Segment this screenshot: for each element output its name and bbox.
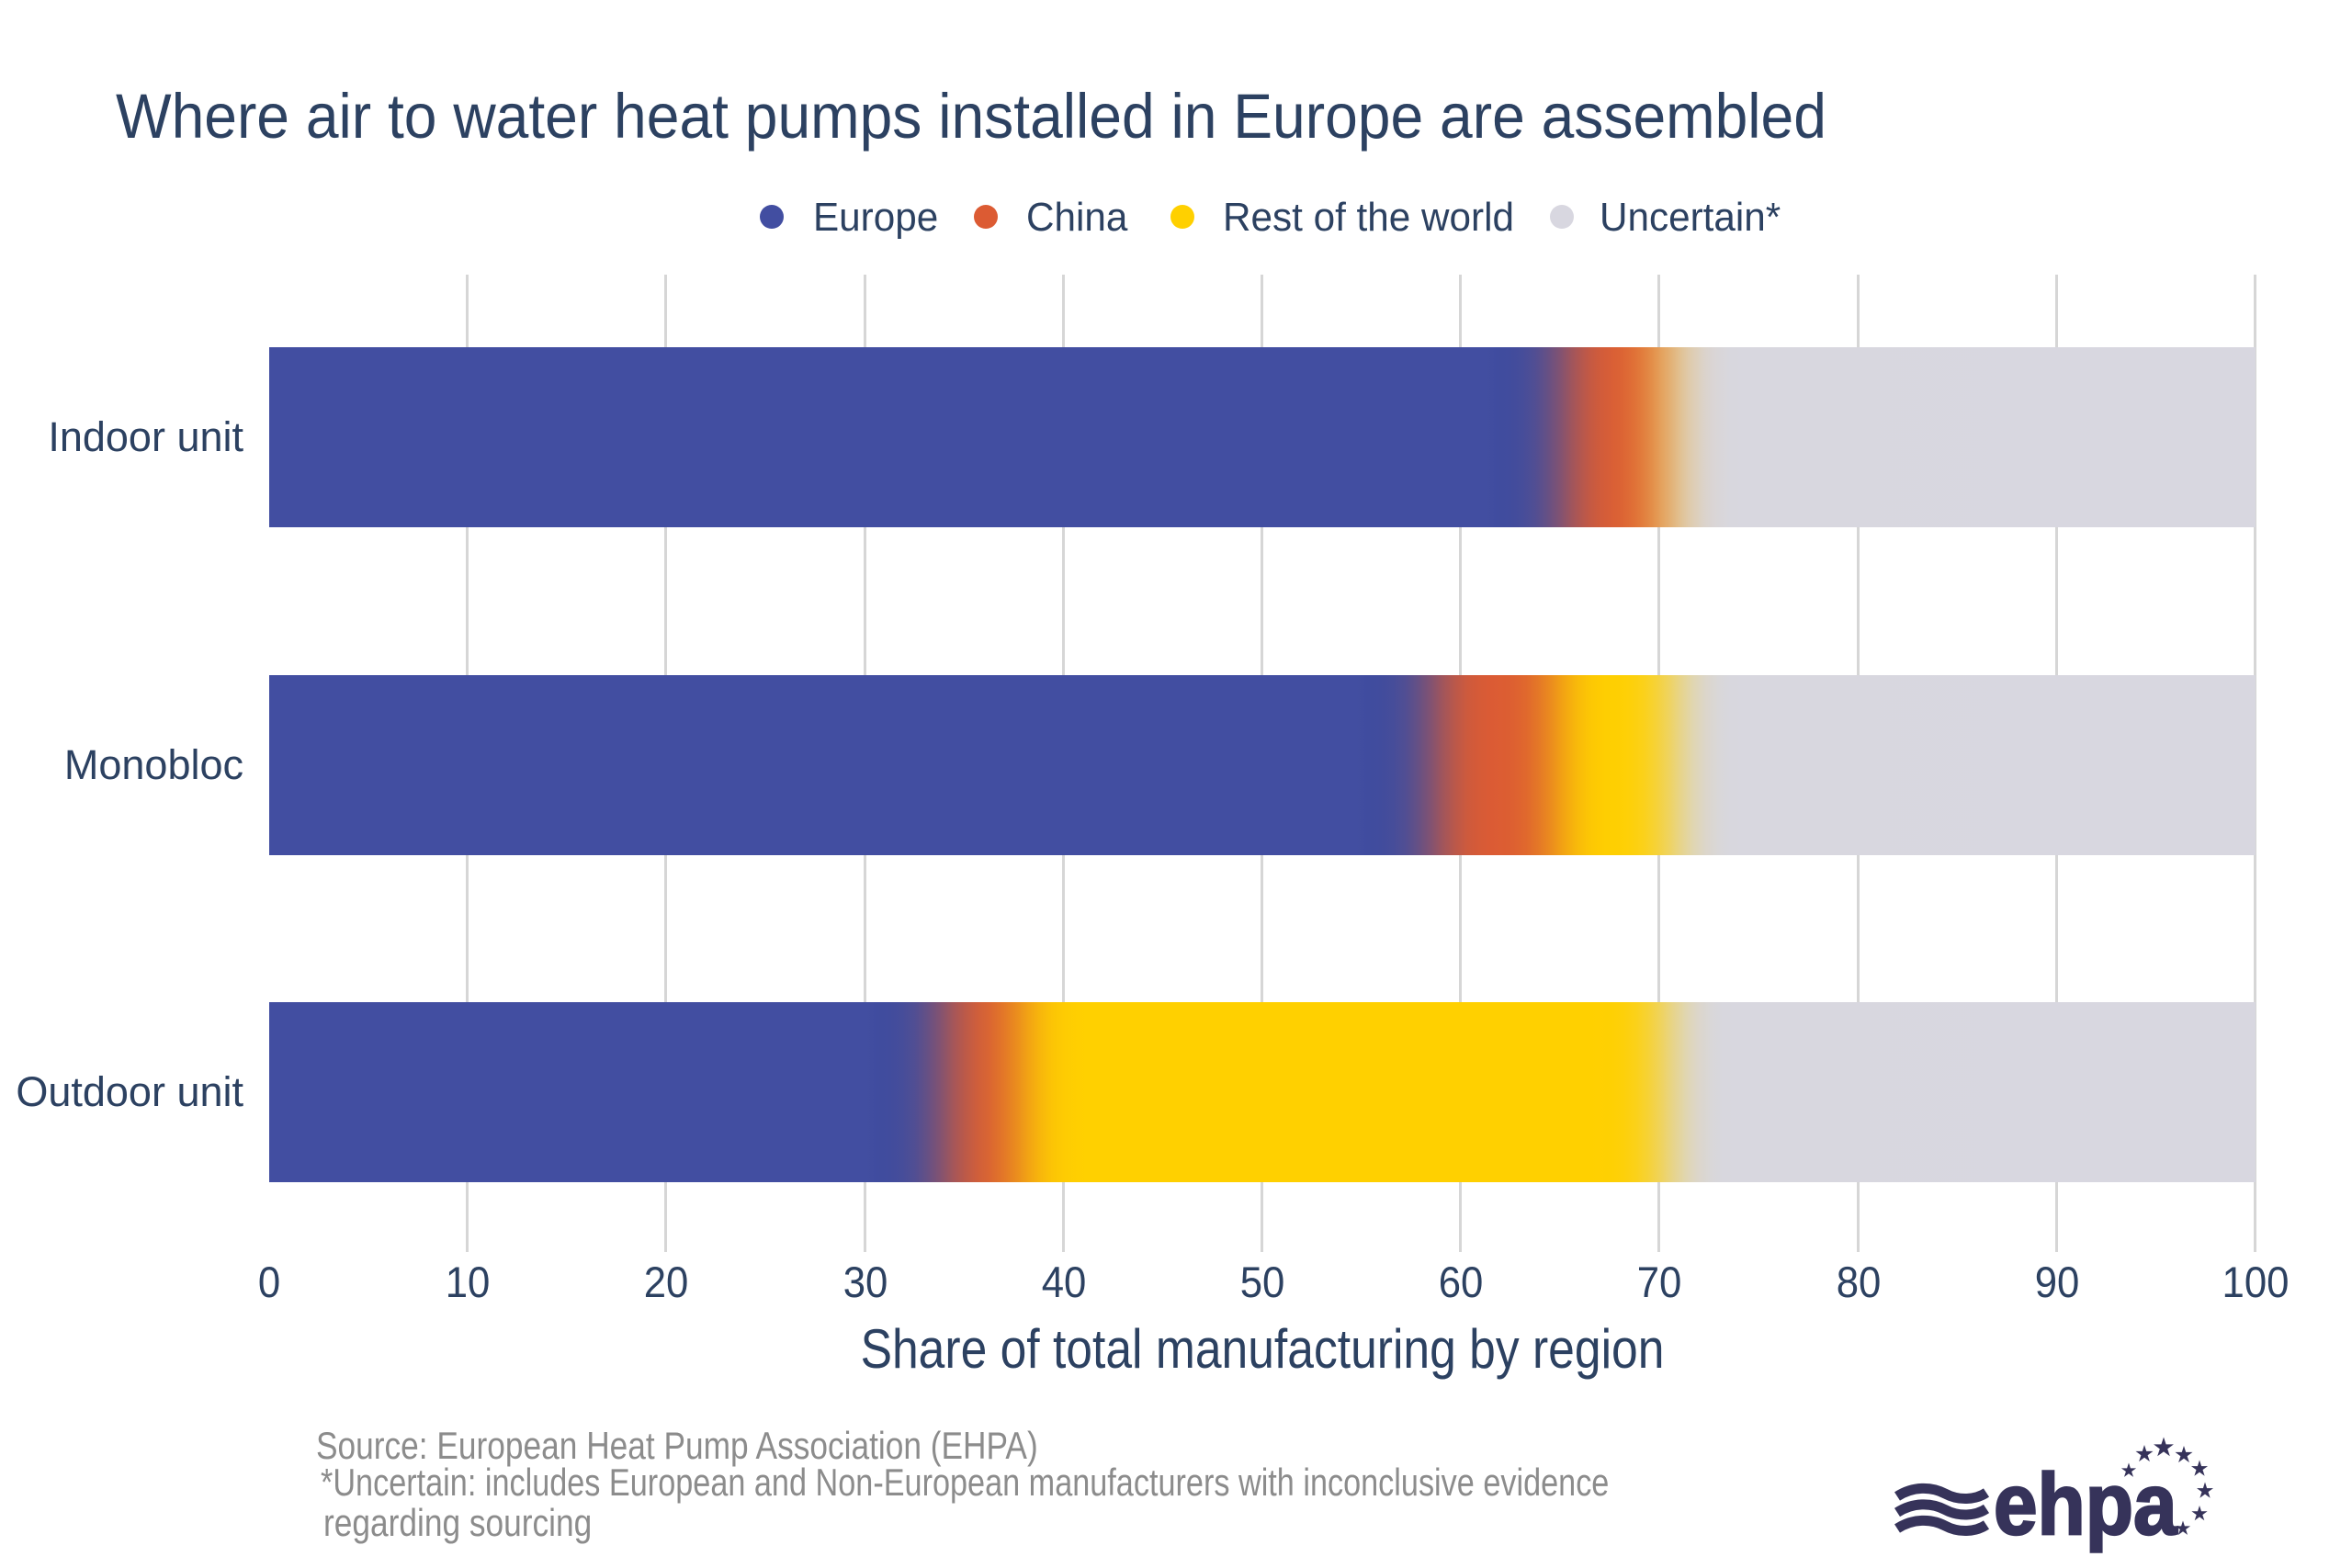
svg-text:ehpa: ehpa — [1994, 1456, 2177, 1553]
